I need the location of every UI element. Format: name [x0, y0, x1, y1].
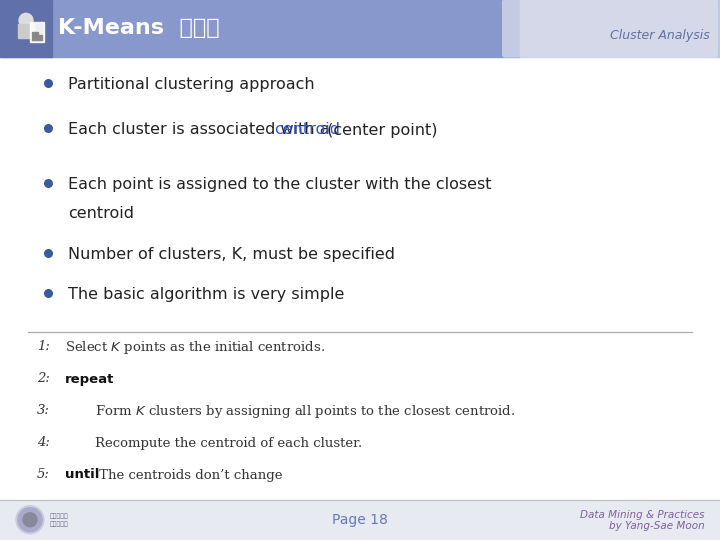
Bar — [32, 35, 42, 37]
Bar — [520, 0, 720, 57]
Text: 인제대학교: 인제대학교 — [50, 513, 68, 518]
Text: Select $K$ points as the initial centroids.: Select $K$ points as the initial centroi… — [65, 339, 325, 355]
Bar — [18, 24, 34, 38]
Bar — [0, 0, 52, 57]
Text: The centroids don’t change: The centroids don’t change — [95, 469, 282, 482]
Text: 3:: 3: — [37, 404, 50, 417]
Text: Page 18: Page 18 — [332, 513, 388, 526]
Text: Cluster Analysis: Cluster Analysis — [611, 29, 710, 42]
Text: 5:: 5: — [37, 469, 50, 482]
Text: Partitional clustering approach: Partitional clustering approach — [68, 78, 315, 92]
Circle shape — [16, 506, 44, 534]
Circle shape — [19, 14, 33, 28]
Text: repeat: repeat — [65, 373, 114, 386]
Text: Each point is assigned to the cluster with the closest: Each point is assigned to the cluster wi… — [68, 178, 492, 192]
Text: K-Means  윌쉇화: K-Means 윌쉇화 — [58, 18, 220, 38]
Text: Recompute the centroid of each cluster.: Recompute the centroid of each cluster. — [95, 436, 362, 449]
Text: Data Mining & Practices: Data Mining & Practices — [580, 510, 705, 519]
Text: 4:: 4: — [37, 436, 50, 449]
Text: Number of clusters, K, must be specified: Number of clusters, K, must be specified — [68, 247, 395, 262]
Text: by Yang-Sae Moon: by Yang-Sae Moon — [609, 521, 705, 531]
Text: 2:: 2: — [37, 373, 50, 386]
Bar — [30, 22, 44, 42]
Text: Form $K$ clusters by assigning all points to the closest centroid.: Form $K$ clusters by assigning all point… — [95, 402, 516, 420]
Text: The basic algorithm is very simple: The basic algorithm is very simple — [68, 287, 344, 302]
Text: centroid: centroid — [274, 123, 340, 138]
Bar — [32, 38, 42, 40]
Bar — [0, 57, 720, 500]
Bar — [0, 500, 720, 540]
FancyBboxPatch shape — [502, 0, 718, 58]
Text: (center point): (center point) — [322, 123, 438, 138]
Text: centroid: centroid — [68, 206, 134, 220]
Text: 연구대학원: 연구대학원 — [50, 521, 68, 526]
Text: Each cluster is associated with a: Each cluster is associated with a — [68, 123, 335, 138]
Circle shape — [18, 508, 42, 532]
Text: until: until — [65, 469, 99, 482]
Text: 1:: 1: — [37, 341, 50, 354]
Bar — [32, 32, 38, 35]
Bar — [0, 0, 520, 57]
Circle shape — [23, 513, 37, 526]
